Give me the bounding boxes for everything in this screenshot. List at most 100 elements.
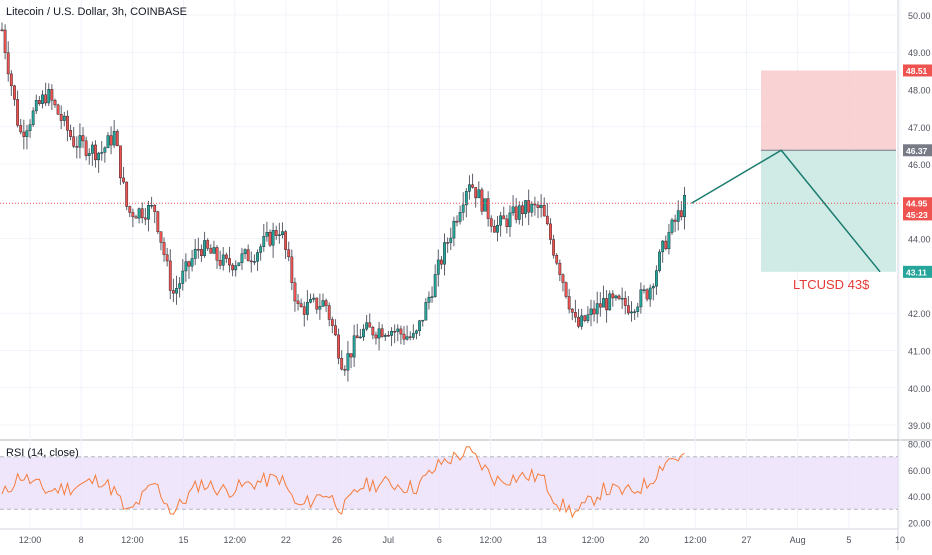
candle-body: [56, 104, 60, 115]
candle-body: [508, 212, 512, 227]
candle-body: [349, 353, 353, 358]
candle-body: [670, 219, 674, 233]
candle-body: [664, 240, 668, 250]
candle-body: [209, 248, 213, 254]
candle-body: [589, 308, 593, 315]
candle-body: [115, 131, 119, 147]
price-tick-label: 41.00: [908, 347, 931, 357]
time-tick-label: 15: [179, 535, 189, 545]
candle-body: [330, 319, 334, 326]
candle-body: [586, 314, 590, 321]
projection-annotation[interactable]: LTCUSD 43$: [793, 277, 870, 292]
candle-body: [574, 312, 577, 318]
chart-title[interactable]: Litecoin / U.S. Dollar, 3h, COINBASE: [6, 6, 187, 18]
candle-body: [284, 231, 287, 250]
projection-line[interactable]: [691, 149, 881, 273]
candle-body: [240, 253, 244, 263]
position-tool[interactable]: [761, 70, 896, 272]
price-axis[interactable]: 50.00 49.00 48.00 47.00 46.00 44.00 42.00 41.00…: [903, 11, 932, 431]
candle-body: [25, 130, 29, 137]
candle-body: [411, 333, 415, 338]
candle-body: [134, 216, 138, 219]
candle-body: [34, 100, 38, 112]
candle-body: [100, 152, 104, 154]
candle-body: [655, 270, 658, 287]
rsi-tick-label: 40.00: [908, 492, 931, 502]
price-tick-label: 40.00: [908, 384, 931, 394]
time-axis[interactable]: 12:00 8 12:00 15 12:00 22 26 Jul 6 12:00 13 12:00 20…: [19, 535, 905, 545]
price-marker-box: [903, 64, 932, 77]
candle-body: [433, 274, 437, 297]
candle-body: [527, 200, 531, 213]
candle-body: [365, 322, 369, 330]
candle-body: [28, 124, 32, 131]
candle-body: [477, 189, 481, 199]
candle-body: [676, 210, 680, 222]
candle-body: [502, 215, 506, 220]
candle-body: [302, 306, 306, 315]
candle-body: [3, 29, 7, 53]
candle-body: [47, 89, 51, 104]
candle-body: [358, 336, 362, 339]
price-marker-box: [903, 197, 932, 210]
rsi-axis: 80.00 60.00 40.00 20.00: [908, 440, 931, 529]
candle-body: [492, 226, 496, 233]
candle-body: [315, 297, 319, 310]
candle-body: [109, 135, 113, 146]
price-tick-label: 48.00: [908, 85, 931, 95]
rsi-title[interactable]: RSI (14, close): [6, 447, 79, 459]
candle-body: [299, 303, 303, 307]
candle-body: [436, 259, 440, 275]
rsi-tick-label: 20.00: [908, 518, 931, 528]
rsi-tick-label: 60.00: [908, 466, 931, 476]
candle-body: [184, 261, 188, 272]
candle-body: [592, 308, 596, 315]
candle-body: [340, 358, 344, 370]
candle-body: [6, 52, 10, 75]
candle-body: [147, 205, 150, 220]
candle-body: [558, 262, 562, 275]
candle-body: [355, 335, 359, 339]
time-tick-label: 8: [79, 535, 84, 545]
candle-body: [274, 230, 278, 236]
candle-body: [287, 249, 291, 258]
candle-body: [103, 147, 107, 153]
candle-body: [430, 296, 434, 298]
candle-body: [496, 224, 499, 233]
price-tick-label: 39.00: [908, 421, 931, 431]
candle-body: [602, 298, 605, 308]
candle-body: [396, 328, 400, 332]
candle-body: [125, 181, 129, 207]
candle-body: [140, 208, 144, 219]
candle-body: [517, 205, 521, 220]
candle-body: [549, 223, 552, 240]
candle-body: [137, 208, 141, 219]
candle-body: [648, 287, 652, 300]
candle-body: [281, 231, 284, 236]
candle-body: [78, 135, 82, 148]
candle-body: [427, 296, 431, 303]
candle-body: [343, 368, 347, 371]
candle-body: [486, 198, 490, 219]
candle-body: [633, 311, 637, 313]
candle-body: [277, 234, 281, 237]
candle-body: [474, 187, 478, 199]
candle-body: [446, 242, 450, 244]
candle-body: [196, 249, 200, 251]
time-tick-label: 6: [437, 535, 442, 545]
candle-body: [312, 297, 316, 300]
candle-body: [667, 232, 671, 250]
candle-body: [327, 305, 331, 320]
candle-body: [424, 302, 428, 321]
take-profit-zone: [761, 150, 896, 272]
candle-body: [243, 249, 247, 255]
candle-body: [480, 189, 484, 212]
candle-body: [617, 295, 621, 299]
candle-body: [471, 184, 474, 188]
candle-body: [168, 260, 172, 291]
time-tick-label: 12:00: [684, 535, 707, 545]
candle-body: [452, 220, 456, 239]
candle-body: [362, 328, 365, 338]
candle-body: [224, 254, 228, 259]
